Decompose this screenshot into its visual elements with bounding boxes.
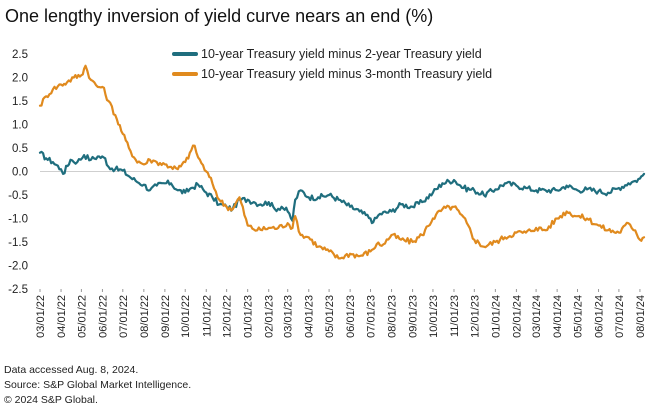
- x-tick-label: 11/01/22: [201, 295, 213, 337]
- x-tick-label: 01/01/24: [490, 295, 502, 338]
- x-tick-label: 03/01/22: [35, 295, 47, 338]
- y-tick-label: 0.0: [12, 167, 28, 179]
- y-tick-label: -1.0: [8, 214, 28, 226]
- x-tick-label: 07/01/22: [118, 295, 130, 338]
- x-tick-label: 02/01/24: [511, 295, 523, 338]
- chart-legend: 10-year Treasury yield minus 2-year Trea…: [172, 44, 492, 84]
- chart-title: One lengthy inversion of yield curve nea…: [5, 6, 434, 26]
- x-tick-label: 07/01/24: [614, 295, 626, 338]
- x-tick-label: 11/01/23: [449, 295, 461, 337]
- legend-item-series-1: 10-year Treasury yield minus 2-year Trea…: [172, 44, 492, 64]
- x-tick-label: 08/01/24: [635, 295, 647, 338]
- x-tick-label: 05/01/23: [324, 295, 336, 338]
- series-line-2: [38, 64, 646, 260]
- x-tick-label: 05/01/22: [76, 295, 88, 338]
- x-tick-label: 02/01/23: [264, 295, 276, 338]
- x-tick-label: 09/01/22: [160, 295, 172, 338]
- y-tick-label: 1.5: [12, 96, 28, 108]
- y-tick-label: -2.5: [8, 284, 28, 296]
- x-tick-label: 07/01/23: [366, 295, 378, 338]
- y-tick-label: 2.5: [12, 49, 28, 61]
- x-tick-label: 08/01/23: [387, 295, 399, 338]
- y-axis-ticks: 2.5 2.0 1.5 1.0 0.5 0.0 -0.5 -1.0 -1.5 -2.0 -2.5: [8, 49, 28, 296]
- x-tick-label: 09/01/23: [408, 295, 420, 338]
- footer-note: Data accessed Aug. 8, 2024.: [4, 364, 139, 376]
- x-tick-label: 03/01/24: [531, 295, 543, 338]
- series-lines: [38, 64, 646, 260]
- x-tick-label: 06/01/23: [345, 295, 357, 338]
- legend-label-series-1: 10-year Treasury yield minus 2-year Trea…: [201, 47, 482, 61]
- y-tick-label: -0.5: [8, 190, 28, 202]
- legend-item-series-2: 10-year Treasury yield minus 3-month Tre…: [172, 64, 492, 84]
- x-tick-label: 04/01/22: [56, 295, 68, 338]
- x-tick-label: 08/01/22: [139, 295, 151, 338]
- x-tick-label: 10/01/23: [428, 295, 440, 338]
- x-tick-label: 05/01/24: [572, 295, 584, 338]
- x-tick-label: 01/01/23: [243, 295, 255, 338]
- x-tick-label: 06/01/22: [97, 295, 109, 338]
- x-tick-label: 03/01/23: [283, 295, 295, 338]
- footer-copyright: © 2024 S&P Global.: [4, 394, 98, 406]
- series-line-1: [38, 150, 646, 225]
- y-tick-label: 2.0: [12, 73, 28, 85]
- y-tick-label: -1.5: [8, 237, 28, 249]
- x-tick-label: 06/01/24: [594, 295, 606, 338]
- footer-source: Source: S&P Global Market Intelligence.: [4, 379, 192, 391]
- chart-footer: Data accessed Aug. 8, 2024. Source: S&P …: [4, 363, 191, 408]
- y-tick-label: 0.5: [12, 143, 28, 155]
- x-tick-label: 12/01/22: [222, 295, 234, 338]
- legend-label-series-2: 10-year Treasury yield minus 3-month Tre…: [201, 67, 493, 81]
- legend-swatch-series-1: [172, 52, 198, 56]
- legend-swatch-series-2: [172, 72, 198, 76]
- x-tick-label: 12/01/23: [469, 295, 481, 338]
- x-tick-label: 04/01/24: [552, 295, 564, 338]
- y-tick-label: -2.0: [8, 261, 28, 273]
- x-tick-label: 10/01/22: [180, 295, 192, 338]
- x-axis-ticks: 03/01/22 04/01/22 05/01/22 06/01/22 07/01/22…: [35, 289, 647, 338]
- y-tick-label: 1.0: [12, 120, 28, 132]
- x-tick-label: 04/01/23: [304, 295, 316, 338]
